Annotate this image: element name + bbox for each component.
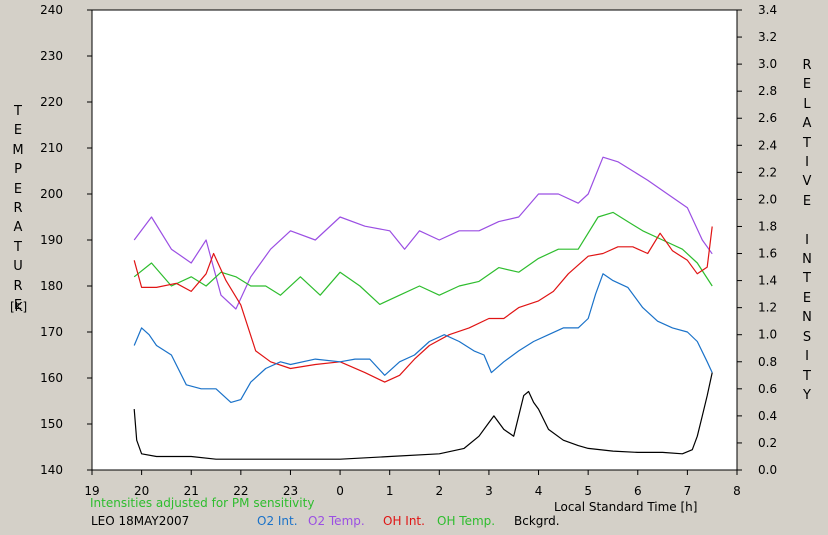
legend-o2-int: O2 Int. (257, 514, 298, 528)
x-tick-label: 0 (336, 484, 344, 498)
right-tick-label: 1.4 (758, 274, 777, 288)
x-axis-title: Local Standard Time [h] (554, 500, 698, 514)
right-tick-label: 0.2 (758, 436, 777, 450)
right-tick-label: 0.6 (758, 382, 777, 396)
legend-bckgrd: Bckgrd. (514, 514, 560, 528)
legend-o2-temp: O2 Temp. (308, 514, 365, 528)
x-tick-label: 5 (584, 484, 592, 498)
right-axis-title: R E L A T I V E I N T E N S I T Y (802, 58, 812, 403)
x-tick-label: 1 (386, 484, 394, 498)
left-tick-label: 220 (40, 95, 63, 109)
left-tick-label: 230 (40, 49, 63, 63)
x-tick-label: 4 (535, 484, 543, 498)
right-tick-label: 0.4 (758, 409, 777, 423)
right-axis: 0.0 0.2 0.4 0.6 0.8 1.0 1.2 1.4 1.6 1.8 2.0 2.2 2.4 2… (737, 3, 777, 477)
right-tick-label: 3.0 (758, 57, 777, 71)
series-layer (133, 156, 713, 460)
x-tick-label: 7 (684, 484, 692, 498)
series-oh-int (133, 226, 713, 383)
left-axis-title: T E M P E R A T U R E (12, 104, 24, 314)
left-axis-unit: [K] (10, 300, 28, 314)
series-bckgrd (133, 372, 713, 460)
x-tick-label: 22 (233, 484, 248, 498)
right-tick-label: 2.6 (758, 111, 777, 125)
x-tick-label: 20 (134, 484, 149, 498)
right-tick-label: 2.2 (758, 165, 777, 179)
x-tick-label: 2 (435, 484, 443, 498)
legend-oh-int: OH Int. (383, 514, 425, 528)
left-tick-label: 240 (40, 3, 63, 17)
series-o2-temp (133, 156, 713, 310)
x-tick-label: 19 (84, 484, 99, 498)
left-tick-label: 200 (40, 187, 63, 201)
left-tick-label: 210 (40, 141, 63, 155)
series-oh-temp (133, 211, 713, 305)
left-tick-label: 190 (40, 233, 63, 247)
right-tick-label: 1.6 (758, 247, 777, 261)
plot-area (91, 9, 738, 471)
left-tick-label: 140 (40, 463, 63, 477)
x-tick-label: 23 (283, 484, 298, 498)
left-tick-label: 180 (40, 279, 63, 293)
right-tick-label: 2.8 (758, 84, 777, 98)
left-tick-label: 170 (40, 325, 63, 339)
x-tick-label: 6 (634, 484, 642, 498)
right-tick-label: 1.0 (758, 328, 777, 342)
left-tick-label: 150 (40, 417, 63, 431)
chart-note: Intensities adjusted for PM sensitivity (90, 496, 315, 510)
left-tick-label: 160 (40, 371, 63, 385)
right-tick-label: 2.0 (758, 192, 777, 206)
x-tick-label: 3 (485, 484, 493, 498)
legend-oh-temp: OH Temp. (437, 514, 496, 528)
x-tick-label: 21 (184, 484, 199, 498)
right-tick-label: 0.8 (758, 355, 777, 369)
station-label: LEO 18MAY2007 (91, 514, 190, 528)
right-tick-label: 3.2 (758, 30, 777, 44)
right-tick-label: 2.4 (758, 138, 777, 152)
left-axis: 140 150 160 170 180 190 200 210 220 230 240 (40, 3, 92, 477)
right-tick-label: 1.8 (758, 219, 777, 233)
right-tick-label: 3.4 (758, 3, 777, 17)
series-o2-int (133, 273, 713, 403)
x-tick-label: 8 (733, 484, 741, 498)
right-tick-label: 1.2 (758, 301, 777, 315)
x-axis: 19 20 21 22 23 0 1 2 3 4 5 6 7 8 (84, 470, 741, 498)
right-tick-label: 0.0 (758, 463, 777, 477)
